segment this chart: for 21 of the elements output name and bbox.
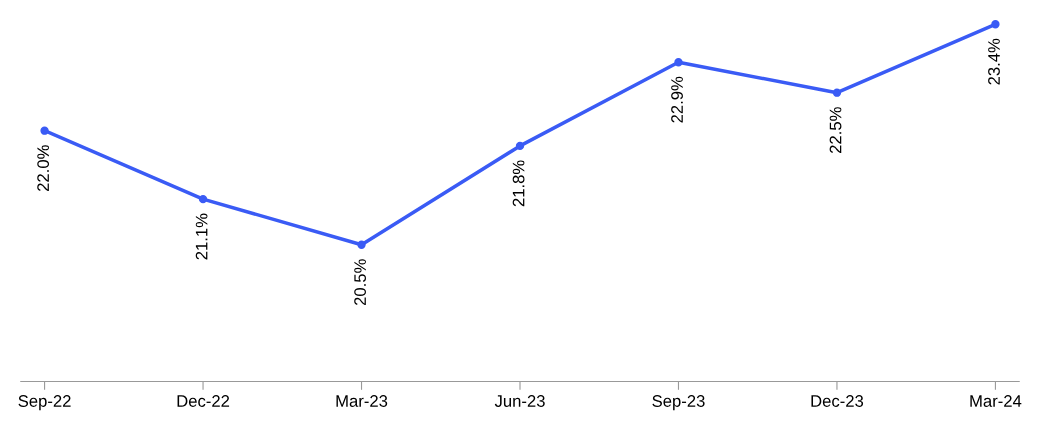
data-label: 21.8% <box>512 160 525 207</box>
point <box>40 126 49 135</box>
point <box>198 194 208 204</box>
data-label: 22.5% <box>829 107 842 153</box>
x-tick-label: Dec-22 <box>177 395 230 407</box>
point <box>515 141 525 151</box>
point <box>991 20 1000 29</box>
point <box>832 88 842 97</box>
data-label: 22.0% <box>37 145 50 192</box>
x-tick-label: Mar-23 <box>336 395 388 407</box>
x-tick-label: Sep-22 <box>18 395 71 411</box>
data-label: 22.9% <box>671 76 683 123</box>
point <box>674 58 683 67</box>
point <box>357 240 366 249</box>
data-label: 21.1% <box>195 213 208 260</box>
data-label: 23.4% <box>988 38 1000 85</box>
x-tick-label: Dec-23 <box>811 395 864 407</box>
x-tick-label: Jun-23 <box>494 395 545 407</box>
data-label: 20.5% <box>354 259 366 306</box>
x-tick-label: Mar-24 <box>970 395 1022 407</box>
x-tick-label: Sep-23 <box>652 395 705 411</box>
